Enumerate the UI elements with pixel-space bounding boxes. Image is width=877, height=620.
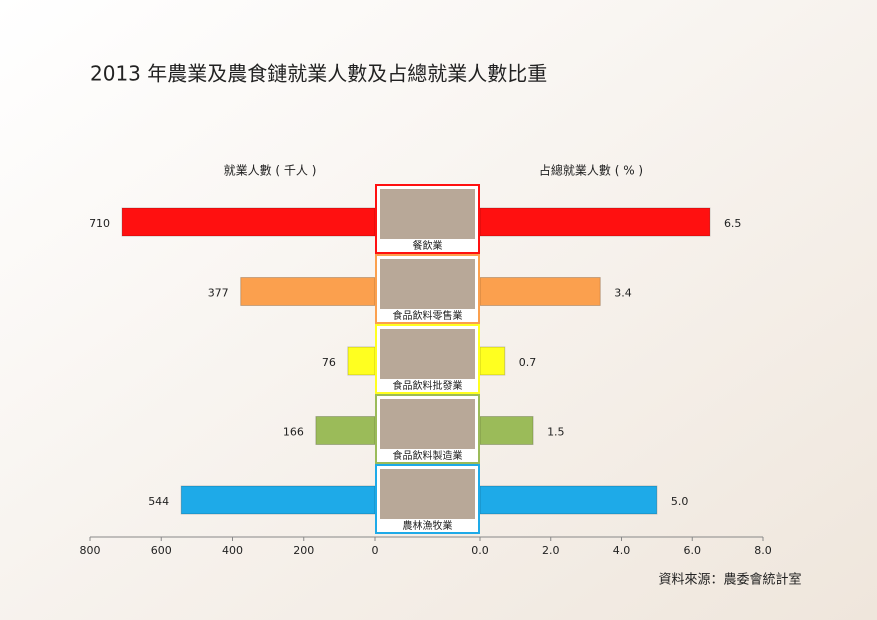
category-label: 食品飲料零售業 bbox=[393, 309, 463, 322]
value-label: 377 bbox=[208, 287, 229, 300]
photo bbox=[380, 469, 475, 519]
value-label: 0.7 bbox=[519, 356, 537, 369]
bar bbox=[479, 346, 506, 376]
x2-tick-label: 6.0 bbox=[684, 544, 702, 557]
source: 資料來源：農委會統計室 bbox=[658, 572, 801, 588]
bar bbox=[347, 346, 376, 376]
photo bbox=[380, 259, 475, 309]
bar bbox=[240, 277, 376, 306]
value-label: 544 bbox=[148, 495, 169, 508]
photo bbox=[380, 189, 475, 239]
bar bbox=[315, 416, 376, 445]
chart-title: 2013 年農業及農食鏈就業人數及占總就業人數比重 bbox=[90, 62, 547, 86]
left-axis-label: 就業人數 ( 千人 ) bbox=[224, 164, 317, 178]
value-label: 76 bbox=[322, 356, 336, 369]
category-label: 餐飲業 bbox=[413, 239, 443, 252]
photo bbox=[380, 399, 475, 449]
x-tick-label: 600 bbox=[151, 544, 172, 557]
x-tick-label: 400 bbox=[222, 544, 243, 557]
x2-tick-label: 2.0 bbox=[542, 544, 560, 557]
x-tick-label: 200 bbox=[293, 544, 314, 557]
right-axis-label: 占總就業人數 ( % ) bbox=[539, 163, 643, 178]
value-label: 166 bbox=[283, 426, 304, 439]
bar bbox=[180, 485, 376, 515]
x2-tick-label: 0.0 bbox=[471, 544, 489, 557]
bar bbox=[121, 207, 376, 237]
x-tick-label: 800 bbox=[80, 544, 101, 557]
category-label: 食品飲料批發業 bbox=[393, 379, 463, 392]
photo bbox=[380, 329, 475, 379]
value-label: 710 bbox=[89, 217, 110, 230]
bar bbox=[479, 485, 658, 515]
value-label: 5.0 bbox=[671, 495, 689, 508]
x-tick-label: 0 bbox=[372, 544, 379, 557]
bar bbox=[479, 207, 711, 237]
x2-tick-label: 8.0 bbox=[754, 544, 772, 557]
x2-tick-label: 4.0 bbox=[613, 544, 631, 557]
value-label: 3.4 bbox=[614, 287, 632, 300]
value-label: 6.5 bbox=[724, 217, 742, 230]
category-label: 農林漁牧業 bbox=[403, 519, 453, 532]
bar bbox=[479, 277, 601, 306]
value-label: 1.5 bbox=[547, 426, 565, 439]
bar bbox=[479, 416, 534, 445]
category-label: 食品飲料製造業 bbox=[393, 449, 463, 462]
